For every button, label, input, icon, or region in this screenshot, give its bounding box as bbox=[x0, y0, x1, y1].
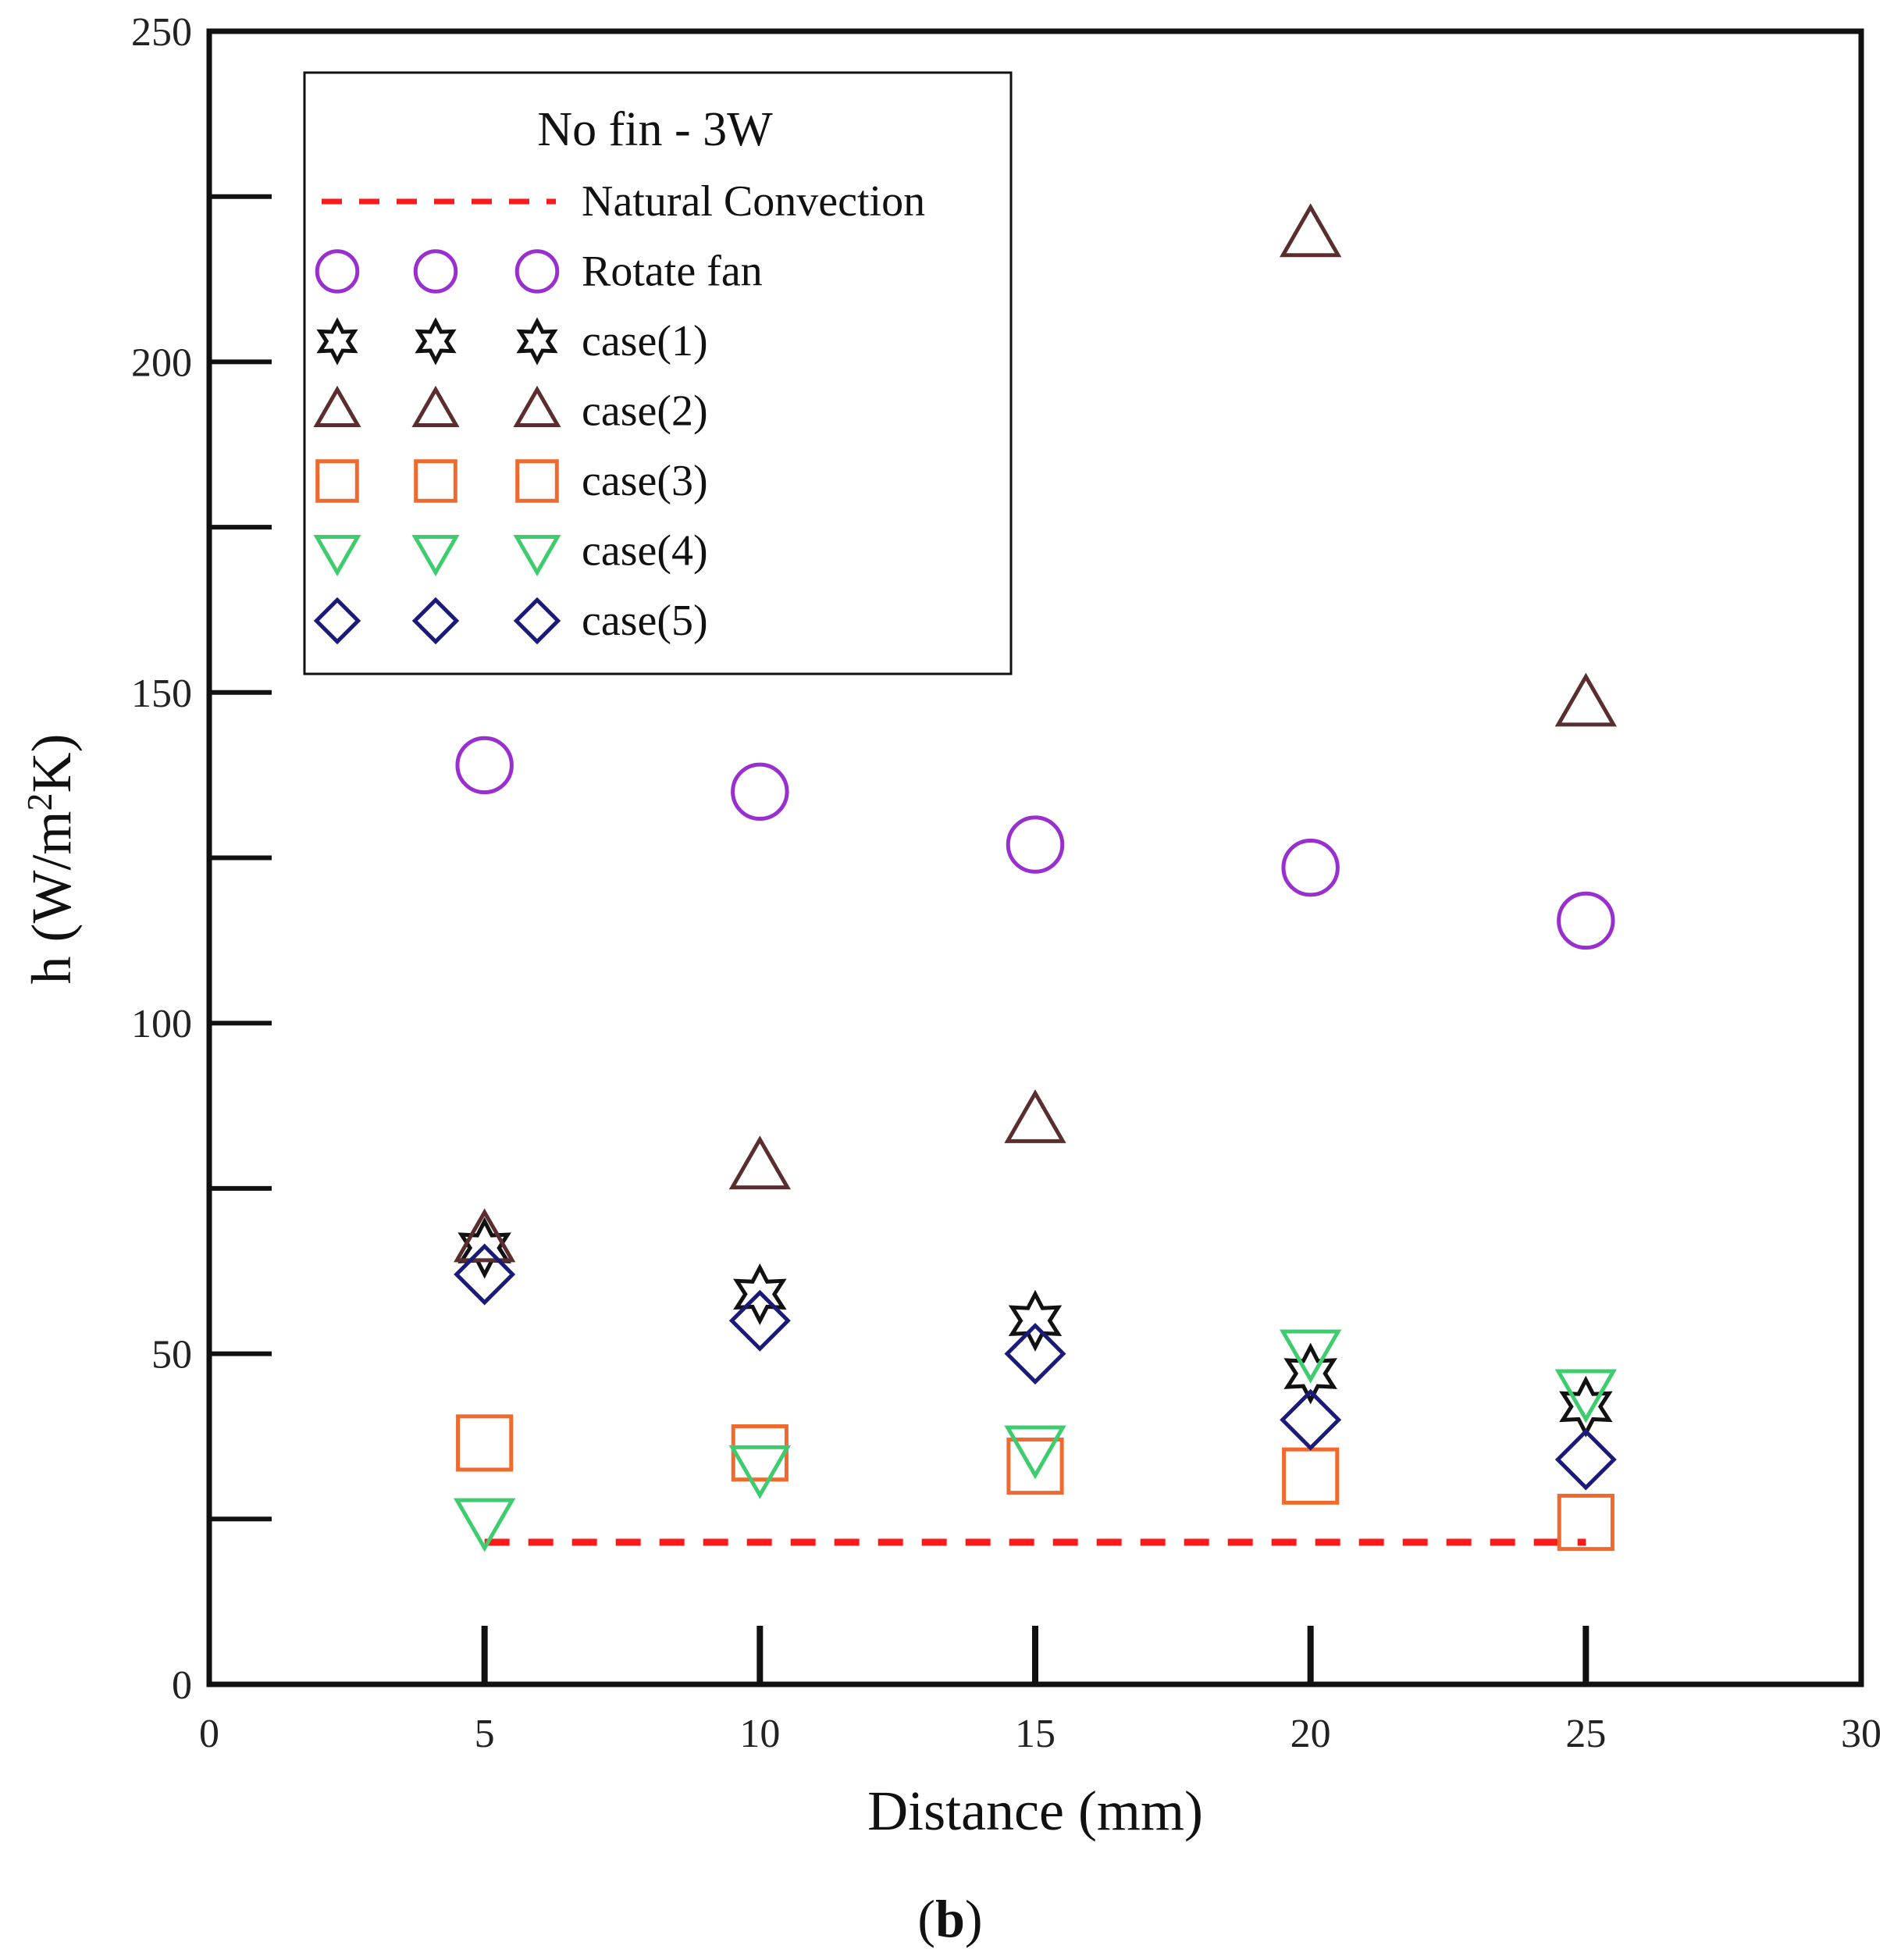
x-tick-label: 20 bbox=[1290, 1712, 1331, 1756]
point-diamond bbox=[1004, 1323, 1066, 1385]
x-tick-label: 0 bbox=[199, 1712, 219, 1756]
x-tick-label: 5 bbox=[475, 1712, 495, 1756]
legend-entries: Natural Convection Rotate fan case(1) case(… bbox=[313, 177, 925, 645]
legend-marker-triangle-up bbox=[313, 385, 361, 427]
legend-label: case(5) bbox=[582, 597, 708, 645]
legend-marker-star bbox=[415, 317, 457, 365]
point-diamond bbox=[454, 1243, 516, 1306]
point-triangle-down bbox=[1280, 1329, 1342, 1384]
legend-marker-triangle-up bbox=[513, 385, 561, 427]
x-tick-label: 10 bbox=[739, 1712, 780, 1756]
legend: No fin - 3W Natural Convection Rotate fan… bbox=[303, 71, 1013, 675]
axis-ticks bbox=[209, 194, 1590, 1684]
data-markers bbox=[454, 203, 1617, 1552]
legend-box bbox=[303, 71, 1013, 675]
panel-label-close: ) bbox=[965, 1889, 983, 1948]
legend-marker-triangle-down bbox=[313, 535, 361, 577]
legend-marker-circle bbox=[413, 249, 458, 294]
point-circle bbox=[1281, 838, 1340, 897]
point-star bbox=[457, 1217, 511, 1279]
x-tick-label: 30 bbox=[1841, 1712, 1881, 1756]
y-tick-label: 100 bbox=[131, 1002, 192, 1046]
point-square bbox=[1282, 1447, 1340, 1505]
legend-marker-circle bbox=[315, 249, 360, 294]
point-square bbox=[456, 1414, 514, 1472]
legend-marker-triangle-down bbox=[411, 535, 460, 577]
legend-marker-circle bbox=[514, 249, 560, 294]
y-tick-label: 150 bbox=[131, 672, 192, 716]
point-diamond bbox=[728, 1289, 791, 1352]
point-square bbox=[1006, 1437, 1064, 1495]
legend-label: case(3) bbox=[582, 457, 708, 505]
legend-marker-triangle-up bbox=[411, 385, 460, 427]
point-square bbox=[731, 1424, 789, 1482]
legend-marker-diamond bbox=[411, 597, 460, 645]
legend-label: Natural Convection bbox=[582, 177, 925, 226]
y-tick-label: 50 bbox=[151, 1333, 192, 1377]
point-diamond bbox=[1280, 1388, 1342, 1451]
legend-marker-star bbox=[316, 317, 358, 365]
y-tick-label: 200 bbox=[131, 340, 192, 385]
point-circle bbox=[455, 736, 514, 795]
point-diamond bbox=[1554, 1428, 1617, 1491]
y-tick-label: 250 bbox=[131, 10, 192, 55]
point-star bbox=[1008, 1289, 1063, 1352]
axis-tick-labels: 0 5 10 15 20 25 30 0 50 100 150 200 250 bbox=[131, 10, 1881, 1756]
legend-label: case(2) bbox=[582, 387, 708, 436]
point-triangle-up bbox=[1554, 672, 1617, 727]
point-triangle-up bbox=[454, 1208, 516, 1263]
legend-marker-diamond bbox=[313, 597, 361, 645]
point-triangle-up bbox=[1004, 1089, 1066, 1143]
y-tick-label: 0 bbox=[172, 1663, 192, 1708]
point-circle bbox=[731, 762, 789, 821]
x-tick-label: 25 bbox=[1565, 1712, 1606, 1756]
point-star bbox=[733, 1263, 787, 1325]
point-triangle-up bbox=[1280, 203, 1342, 258]
point-square bbox=[1557, 1493, 1614, 1552]
point-triangle-down bbox=[454, 1498, 516, 1552]
y-axis-title-main: h (W/m bbox=[20, 811, 83, 985]
panel-label: (b) bbox=[917, 1889, 982, 1948]
point-triangle-down bbox=[728, 1445, 791, 1499]
legend-marker-diamond bbox=[513, 597, 561, 645]
y-axis-title-tail: K) bbox=[20, 734, 83, 793]
y-axis-title-sup: 2 bbox=[20, 793, 59, 811]
legend-marker-square bbox=[515, 459, 559, 503]
panel-label-open: ( bbox=[917, 1889, 935, 1948]
point-triangle-down bbox=[1554, 1369, 1617, 1424]
legend-title: No fin - 3W bbox=[537, 103, 773, 156]
point-circle bbox=[1557, 891, 1615, 950]
legend-label: case(1) bbox=[582, 317, 708, 365]
point-triangle-up bbox=[728, 1135, 791, 1190]
legend-marker-star bbox=[516, 317, 558, 365]
legend-marker-square bbox=[414, 459, 457, 503]
point-circle bbox=[1006, 815, 1065, 874]
point-star bbox=[1283, 1342, 1337, 1405]
legend-label: case(4) bbox=[582, 527, 708, 576]
x-tick-label: 15 bbox=[1015, 1712, 1056, 1756]
panel-label-letter: b bbox=[935, 1889, 965, 1948]
legend-marker-triangle-down bbox=[513, 535, 561, 577]
point-triangle-down bbox=[1004, 1425, 1066, 1480]
legend-marker-square bbox=[315, 459, 359, 503]
x-axis-title: Distance (mm) bbox=[867, 1780, 1203, 1842]
y-axis-title: h (W/m2K) bbox=[20, 734, 83, 985]
legend-label: Rotate fan bbox=[582, 248, 763, 296]
